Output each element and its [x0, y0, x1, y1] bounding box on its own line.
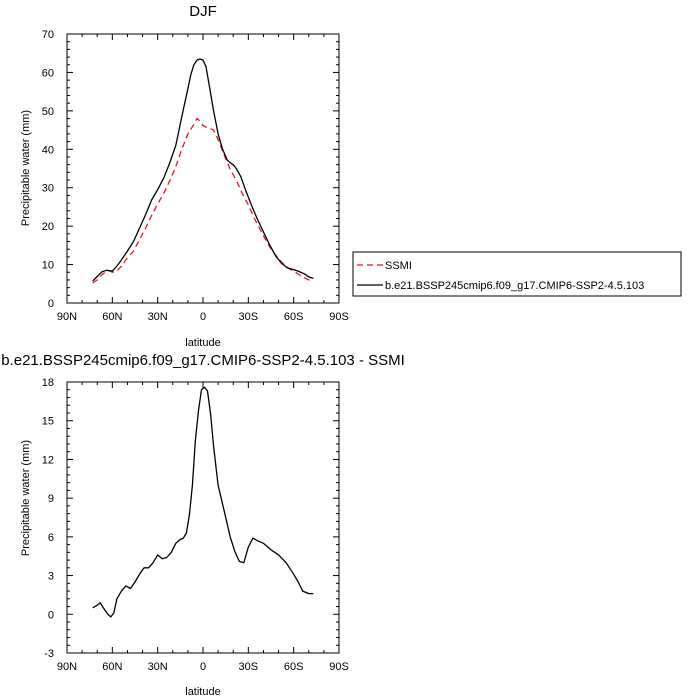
data-lines	[92, 386, 314, 618]
chart-title: DJF	[189, 3, 217, 20]
chart-title: b.e21.BSSP245cmip6.f09_g17.CMIP6-SSP2-4.…	[1, 352, 405, 369]
ssmi-line	[92, 117, 314, 284]
y-tick-label: 3	[48, 571, 54, 583]
x-tick-label: 60N	[102, 661, 122, 673]
y-tick-label: 0	[48, 298, 54, 310]
y-axis-label: Precipitable water (mm)	[20, 110, 32, 226]
legend-box	[352, 251, 682, 297]
tick-marks	[66, 33, 340, 304]
y-tick-label: 0	[48, 609, 54, 621]
x-tick-label: 0	[200, 661, 206, 673]
x-tick-label: 90N	[57, 311, 77, 323]
x-tick-label: 30S	[239, 311, 259, 323]
x-tick-label: 30N	[148, 311, 168, 323]
x-tick-label: 90N	[57, 661, 77, 673]
x-tick-label: 30N	[148, 661, 168, 673]
x-tick-label: 60S	[284, 311, 304, 323]
legend-label-model: b.e21.BSSP245cmip6.f09_g17.CMIP6-SSP2-4.…	[385, 280, 644, 292]
x-tick-label: 60S	[284, 661, 304, 673]
tick-marks	[66, 381, 340, 654]
x-axis-label: latitude	[185, 337, 220, 349]
y-tick-label: -3	[44, 648, 54, 660]
x-tick-label: 90S	[329, 311, 349, 323]
top-chart-panel: DJF Precipitable water (mm) latitude 90N…	[20, 3, 349, 349]
y-tick-label: 70	[42, 29, 54, 41]
y-tick-label: 30	[42, 183, 54, 195]
x-axis-label: latitude	[185, 686, 220, 698]
y-tick-label: 10	[42, 260, 54, 272]
tick-labels: 90N 60N 30N 0 30S 60S 90S 0 10 20 30 40 50 60 70	[42, 29, 349, 323]
plot-frame	[66, 381, 340, 654]
y-tick-label: 12	[42, 454, 54, 466]
x-tick-label: 60N	[102, 311, 122, 323]
y-axis-label: Precipitable water (mm)	[20, 440, 32, 556]
y-tick-label: 50	[42, 106, 54, 118]
x-tick-label: 90S	[329, 661, 349, 673]
y-tick-label: 6	[48, 532, 54, 544]
difference-chart-panel: b.e21.BSSP245cmip6.f09_g17.CMIP6-SSP2-4.…	[1, 352, 405, 698]
tick-labels: 90N 60N 30N 0 30S 60S 90S -3 0 3 6 9 12 15 18	[42, 377, 349, 673]
legend: SSMI b.e21.BSSP245cmip6.f09_g17.CMIP6-SS…	[352, 251, 682, 297]
y-tick-label: 9	[48, 493, 54, 505]
x-tick-label: 0	[200, 311, 206, 323]
model-line	[92, 58, 314, 282]
x-tick-label: 30S	[239, 661, 259, 673]
plot-frame	[66, 33, 340, 304]
legend-label-ssmi: SSMI	[385, 260, 412, 272]
y-tick-label: 60	[42, 67, 54, 79]
difference-line	[92, 386, 314, 618]
y-tick-label: 20	[42, 221, 54, 233]
y-tick-label: 15	[42, 416, 54, 428]
data-lines	[92, 58, 314, 284]
y-tick-label: 40	[42, 144, 54, 156]
y-tick-label: 18	[42, 377, 54, 389]
